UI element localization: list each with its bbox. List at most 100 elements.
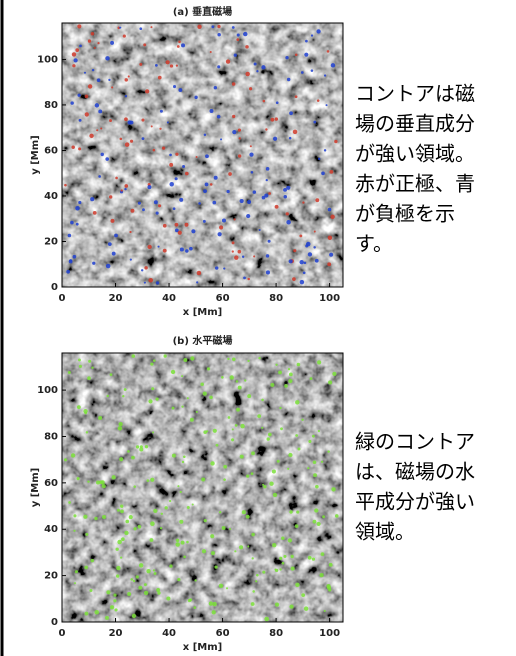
contour-dot <box>159 128 161 130</box>
contour-dot <box>240 424 245 429</box>
contour-dot <box>236 408 240 412</box>
contour-dot <box>295 400 300 405</box>
contour-dot <box>144 583 147 586</box>
contour-dot <box>154 572 157 575</box>
contour-dot <box>156 212 159 215</box>
contour-dot <box>275 205 279 209</box>
contour-dot <box>136 445 139 448</box>
contour-dot <box>270 118 274 122</box>
contour-dot <box>101 153 104 156</box>
contour-dot <box>292 277 296 281</box>
contour-dot <box>328 208 332 212</box>
contour-dot <box>238 386 242 390</box>
contour-dot <box>68 234 72 238</box>
contour-dot <box>70 101 73 104</box>
contour-dot <box>187 397 189 399</box>
contour-dot <box>147 479 150 482</box>
contour-dot <box>305 244 308 247</box>
contour-dot <box>130 259 132 261</box>
contour-dot <box>264 617 269 622</box>
contour-dot <box>78 201 81 204</box>
contour-dot <box>153 509 157 513</box>
contour-dot <box>114 608 117 611</box>
contour-dot <box>289 137 292 140</box>
contour-dot <box>218 232 222 236</box>
contour-dot <box>144 266 147 269</box>
contour-dot <box>226 59 230 63</box>
contour-dot <box>116 574 119 577</box>
contour-dot <box>128 120 132 124</box>
contour-dot <box>70 221 74 225</box>
contour-dot <box>163 224 167 228</box>
contour-dot <box>138 202 141 205</box>
contour-dot <box>289 111 293 115</box>
contour-dot <box>317 360 321 364</box>
contour-dot <box>217 25 220 28</box>
contour-dot <box>175 542 180 547</box>
contour-dot <box>129 231 131 233</box>
contour-dot <box>330 215 334 219</box>
contour-dot <box>153 149 156 152</box>
contour-dot <box>296 510 299 513</box>
contour-dot <box>236 38 239 41</box>
contour-dot <box>286 186 290 190</box>
contour-dot <box>95 103 99 107</box>
contour-dot <box>275 364 277 366</box>
contour-dot <box>186 541 189 544</box>
contour-dot <box>160 527 162 529</box>
contour-dot <box>142 137 145 140</box>
panel-title: (b) 水平磁場 <box>173 334 233 347</box>
contour-dot <box>266 179 268 181</box>
contour-dot <box>282 562 285 565</box>
contour-dot <box>232 250 234 252</box>
contour-dot <box>136 575 139 578</box>
contour-dot <box>145 445 148 448</box>
contour-dot <box>246 475 249 478</box>
contour-dot <box>158 246 160 248</box>
contour-dot <box>250 145 252 147</box>
contour-dot <box>185 249 188 252</box>
contour-dot <box>130 140 133 143</box>
contour-dot <box>318 158 320 160</box>
contour-dot <box>173 207 176 210</box>
y-tick-label: 100 <box>37 385 58 396</box>
contour-dot <box>236 380 239 383</box>
contour-dot <box>68 371 71 374</box>
contour-dot <box>295 583 299 587</box>
contour-dot <box>96 129 98 131</box>
contour-dot <box>88 39 91 42</box>
contour-dot <box>164 354 167 357</box>
contour-dot <box>307 467 309 469</box>
y-tick-label: 40 <box>44 524 58 535</box>
contour-dot <box>239 545 243 549</box>
contour-dot <box>205 154 209 158</box>
contour-dot <box>86 431 88 433</box>
contour-dot <box>177 45 180 48</box>
contour-dot <box>330 170 334 174</box>
contour-dot <box>131 456 135 460</box>
contour-dot <box>108 79 110 81</box>
contour-dot <box>190 356 194 360</box>
contour-dot <box>220 138 222 140</box>
contour-dot <box>108 242 112 246</box>
contour-dot <box>185 172 189 176</box>
contour-dot <box>131 209 135 213</box>
contour-dot <box>268 433 272 437</box>
contour-dot <box>157 591 160 594</box>
contour-dot <box>284 384 288 388</box>
contour-dot <box>247 278 250 281</box>
contour-dot <box>314 508 318 512</box>
contour-dot <box>214 176 218 180</box>
contour-dot <box>313 520 317 524</box>
contour-dot <box>203 189 207 193</box>
contour-dot <box>113 594 116 597</box>
contour-dot <box>310 377 313 380</box>
x-tick-label: 80 <box>269 293 283 304</box>
contour-dot <box>264 193 268 197</box>
contour-dot <box>328 380 332 384</box>
contour-dot <box>119 457 123 461</box>
contour-dot <box>73 255 77 259</box>
contour-dot <box>280 427 283 430</box>
contour-dot <box>227 358 229 360</box>
contour-dot <box>98 416 102 420</box>
